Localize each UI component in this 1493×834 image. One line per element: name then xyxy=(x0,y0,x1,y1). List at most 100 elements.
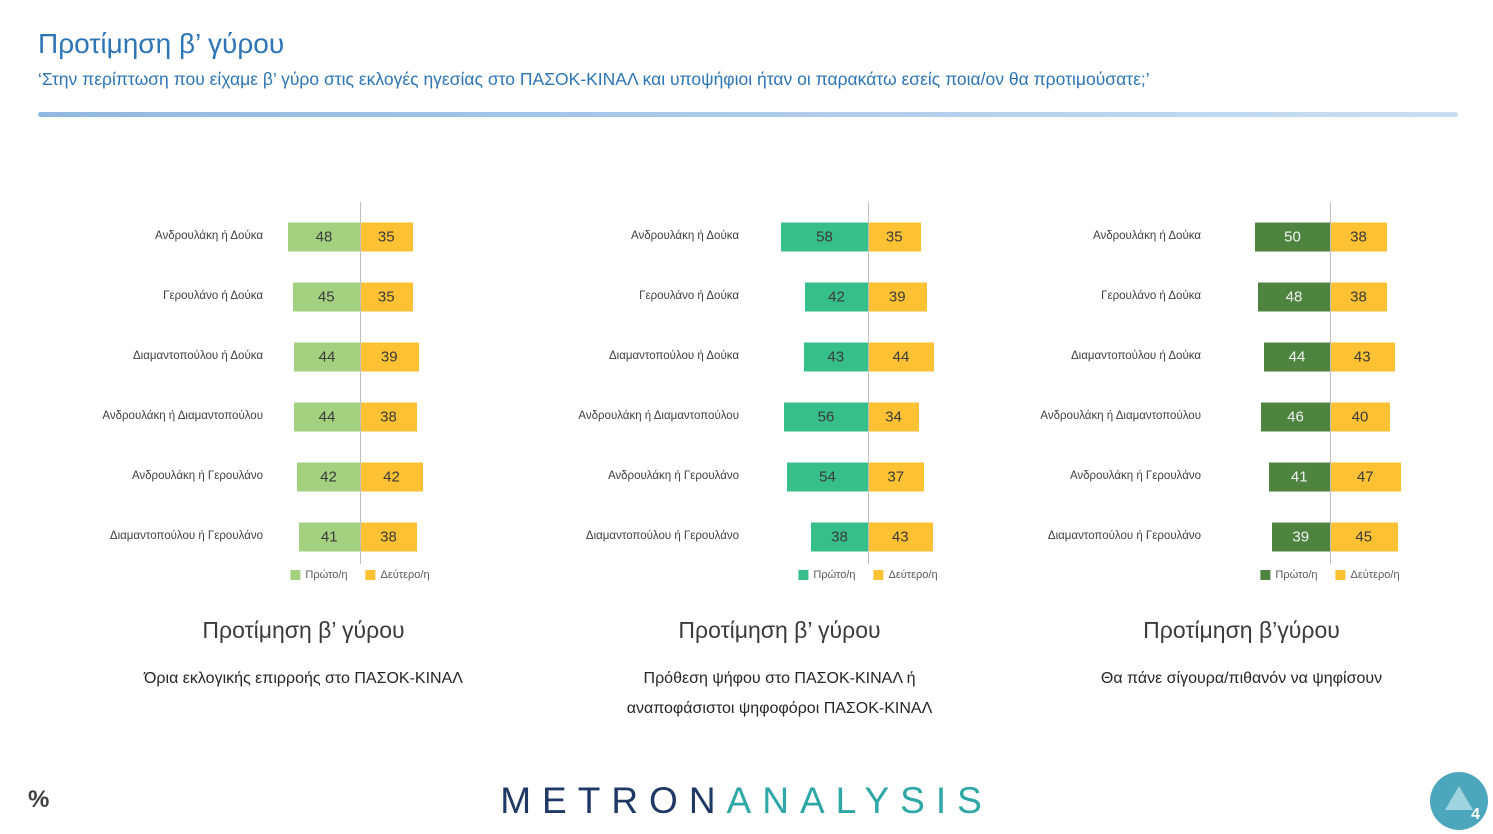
bar-value: 54 xyxy=(819,468,836,486)
category-label: Διαμαντοπούλου ή Δούκα xyxy=(1070,350,1201,363)
bar-first-choice: 44 xyxy=(294,342,360,372)
chart-legend: Πρώτο/η Δεύτερο/η xyxy=(798,569,938,581)
chart-panel-right: Ανδρουλάκη ή Δούκα 50 38 Γερουλάνο ή Δούκα 4… xyxy=(1015,185,1468,694)
header-divider xyxy=(38,112,1458,117)
chart-row: Ανδρουλάκη ή Γερουλάνο 54 37 xyxy=(553,447,1006,507)
bar-second-choice: 35 xyxy=(868,222,921,252)
bar-value: 45 xyxy=(317,288,335,306)
chart-caption: Προτίμηση β’ γύρου xyxy=(678,617,881,643)
legend-label: Δεύτερο/η xyxy=(1350,569,1400,581)
chart-row: Διαμαντοπούλου ή Γερουλάνο 38 43 xyxy=(553,507,1006,567)
chart-row: Διαμαντοπούλου ή Γερουλάνο 41 38 xyxy=(77,507,530,567)
legend-label: Πρώτο/η xyxy=(1275,569,1318,581)
bar-value: 50 xyxy=(1284,228,1301,246)
chart-row: Διαμαντοπούλου ή Γερουλάνο 39 45 xyxy=(1015,507,1468,567)
bar-first-choice: 38 xyxy=(811,522,868,552)
legend-item: Πρώτο/η xyxy=(1260,569,1318,581)
slide-header: Προτίμηση β’ γύρου ‘Στην περίπτωση που ε… xyxy=(38,28,1458,90)
chart-legend: Πρώτο/η Δεύτερο/η xyxy=(290,569,430,581)
bar-second-choice: 38 xyxy=(360,402,417,432)
bar-group: 42 39 xyxy=(748,267,1006,327)
pyramid-icon xyxy=(1445,785,1473,810)
bar-second-choice: 35 xyxy=(360,282,413,312)
bar-value: 43 xyxy=(1353,348,1371,366)
bar-value: 44 xyxy=(1288,348,1306,366)
chart-rows: Ανδρουλάκη ή Δούκα 48 35 Γερουλάνο ή Δούκα 4… xyxy=(77,202,530,567)
bar-value: 37 xyxy=(887,468,905,486)
category-label: Διαμαντοπούλου ή Δούκα xyxy=(608,350,739,363)
bar-first-choice: 58 xyxy=(781,222,868,252)
bar-value: 43 xyxy=(891,528,909,546)
bar-second-choice: 39 xyxy=(868,282,927,312)
bar-value: 34 xyxy=(885,408,902,426)
bar-second-choice: 43 xyxy=(868,522,933,552)
bar-value: 38 xyxy=(1350,228,1367,246)
bar-value: 44 xyxy=(318,408,336,426)
bar-value: 44 xyxy=(892,348,910,366)
metron-analysis-logo: METRONANALYSIS xyxy=(500,780,993,822)
legend-item: Δεύτερο/η xyxy=(365,569,430,581)
bar-group: 44 38 xyxy=(272,387,530,447)
page-number: 4 xyxy=(1471,806,1480,823)
bar-group: 48 35 xyxy=(272,207,530,267)
legend-wrap: Πρώτο/η Δεύτερο/η xyxy=(553,569,1006,587)
category-label: Διαμαντοπούλου ή Γερουλάνο xyxy=(1047,530,1201,543)
bar-value: 40 xyxy=(1351,408,1369,426)
bar-group: 41 47 xyxy=(1210,447,1468,507)
legend-item: Δεύτερο/η xyxy=(1335,569,1400,581)
bar-value: 42 xyxy=(828,288,845,306)
bar-first-choice: 48 xyxy=(1258,282,1330,312)
legend-wrap: Πρώτο/η Δεύτερο/η xyxy=(77,569,530,587)
bar-value: 38 xyxy=(1350,288,1367,306)
bar-group: 45 35 xyxy=(272,267,530,327)
axis-line xyxy=(1330,202,1331,564)
bar-value: 48 xyxy=(1285,288,1303,306)
legend-swatch xyxy=(1260,570,1271,580)
bar-first-choice: 44 xyxy=(1264,342,1330,372)
bar-group: 42 42 xyxy=(272,447,530,507)
bar-value: 38 xyxy=(380,528,397,546)
bar-first-choice: 43 xyxy=(803,342,868,372)
bar-value: 43 xyxy=(827,348,845,366)
axis-line xyxy=(360,202,361,564)
bar-second-choice: 34 xyxy=(868,402,919,432)
legend-label: Πρώτο/η xyxy=(305,569,348,581)
bar-group: 44 43 xyxy=(1210,327,1468,387)
logo-analysis-text: ANALYSIS xyxy=(726,780,993,821)
chart-caption: Προτίμηση β’ γύρου xyxy=(202,617,405,643)
bar-second-choice: 40 xyxy=(1330,402,1390,432)
chart-row: Ανδρουλάκη ή Δούκα 48 35 xyxy=(77,207,530,267)
bar-second-choice: 38 xyxy=(360,522,417,552)
chart-rows: Ανδρουλάκη ή Δούκα 58 35 Γερουλάνο ή Δούκα 4… xyxy=(553,202,1006,567)
bar-value: 42 xyxy=(383,468,400,486)
bar-value: 47 xyxy=(1356,468,1374,486)
chart-subcaption: Πρόθεση ψήφου στο ΠΑΣΟΚ-ΚΙΝΑΛ ή αναποφάσ… xyxy=(626,670,933,718)
bar-value: 39 xyxy=(380,348,398,366)
bar-value: 38 xyxy=(831,528,848,546)
bar-value: 41 xyxy=(320,528,338,546)
bar-first-choice: 56 xyxy=(784,402,868,432)
category-label: Γερουλάνο ή Δούκα xyxy=(1101,290,1201,303)
page-title: Προτίμηση β’ γύρου xyxy=(38,28,285,59)
legend-swatch xyxy=(1335,570,1346,580)
bar-second-choice: 38 xyxy=(1330,222,1387,252)
chart-row: Ανδρουλάκη ή Δούκα 58 35 xyxy=(553,207,1006,267)
chart-row: Ανδρουλάκη ή Διαμαντοπούλου 56 34 xyxy=(553,387,1006,447)
chart-row: Ανδρουλάκη ή Δούκα 50 38 xyxy=(1015,207,1468,267)
category-label: Γερουλάνο ή Δούκα xyxy=(639,290,739,303)
bar-value: 42 xyxy=(320,468,337,486)
bar-value: 35 xyxy=(885,228,903,246)
chart-row: Διαμαντοπούλου ή Δούκα 43 44 xyxy=(553,327,1006,387)
bar-first-choice: 50 xyxy=(1255,222,1330,252)
chart-row: Ανδρουλάκη ή Γερουλάνο 41 47 xyxy=(1015,447,1468,507)
category-label: Ανδρουλάκη ή Δούκα xyxy=(631,230,739,243)
legend-item: Πρώτο/η xyxy=(290,569,348,581)
axis-line xyxy=(868,202,869,564)
bar-value: 39 xyxy=(1292,528,1310,546)
bar-second-choice: 38 xyxy=(1330,282,1387,312)
bar-value: 38 xyxy=(380,408,397,426)
bar-value: 56 xyxy=(817,408,835,426)
legend-wrap: Πρώτο/η Δεύτερο/η xyxy=(1015,569,1468,587)
legend-item: Δεύτερο/η xyxy=(873,569,938,581)
page-number-badge: 4 xyxy=(1430,772,1488,830)
